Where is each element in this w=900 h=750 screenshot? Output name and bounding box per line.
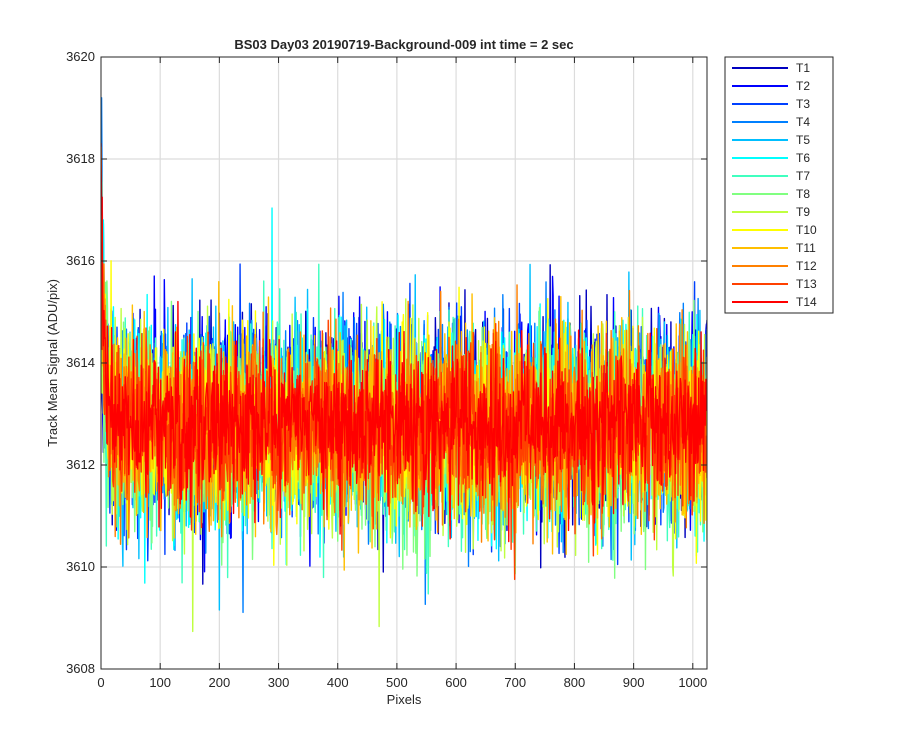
x-tick-label: 600 (445, 675, 467, 690)
x-tick-label: 200 (209, 675, 231, 690)
axis-ticks: 0 100 200 300 400 500 600 700 800 900 1000 3608 3610… (66, 49, 707, 690)
y-tick-label: 3616 (66, 253, 95, 268)
legend-label-t5: T5 (796, 133, 810, 147)
legend-box (724, 56, 834, 314)
chart-title: BS03 Day03 20190719-Background-009 int t… (234, 37, 573, 52)
plot-area (101, 97, 707, 633)
y-tick-label: 3612 (66, 457, 95, 472)
legend-label-t9: T9 (796, 205, 810, 219)
series-lines (101, 97, 707, 633)
legend-label-t8: T8 (796, 187, 810, 201)
legend-label-t4: T4 (796, 115, 810, 129)
y-tick-label: 3614 (66, 355, 95, 370)
legend-label-t7: T7 (796, 169, 810, 183)
legend-label-t2: T2 (796, 79, 810, 93)
legend-label-t3: T3 (796, 97, 810, 111)
y-tick-label: 3608 (66, 661, 95, 676)
x-tick-label: 700 (504, 675, 526, 690)
legend: T1 T2 T3 T4 T5 T6 T7 T8 T9 T10 T11 T12 T13 T14 (724, 56, 834, 314)
x-tick-label: 0 (97, 675, 104, 690)
y-tick-label: 3620 (66, 49, 95, 64)
legend-label-t6: T6 (796, 151, 810, 165)
legend-label-t10: T10 (796, 223, 817, 237)
legend-label-t11: T11 (796, 241, 816, 255)
x-axis-title: Pixels (387, 692, 422, 707)
legend-label-t14: T14 (796, 295, 817, 309)
x-tick-label: 800 (564, 675, 586, 690)
y-tick-label: 3618 (66, 151, 95, 166)
x-tick-label: 1000 (678, 675, 707, 690)
y-axis-title: Track Mean Signal (ADU/pix) (45, 279, 60, 447)
x-tick-label: 300 (268, 675, 290, 690)
series-line-t14 (101, 143, 707, 543)
y-tick-label: 3610 (66, 559, 95, 574)
x-tick-label: 400 (327, 675, 349, 690)
legend-label-t13: T13 (796, 277, 817, 291)
legend-label-t1: T1 (796, 61, 810, 75)
x-tick-label: 500 (386, 675, 408, 690)
x-tick-label: 900 (623, 675, 645, 690)
legend-label-t12: T12 (796, 259, 817, 273)
x-tick-label: 100 (149, 675, 171, 690)
